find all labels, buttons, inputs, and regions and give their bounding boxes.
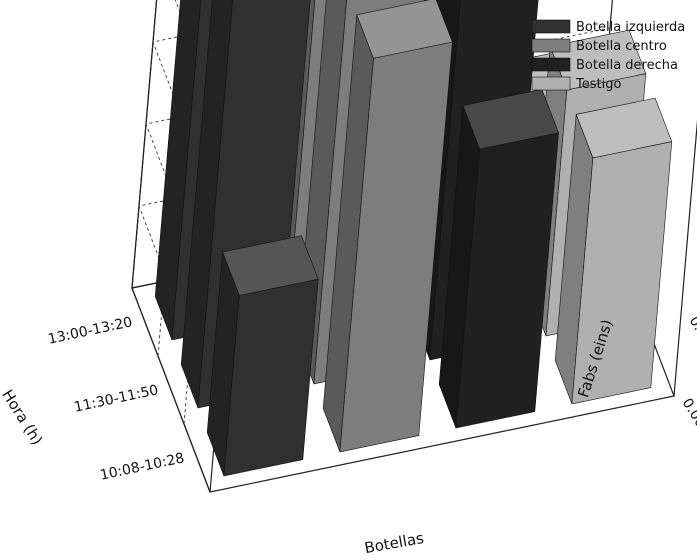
x-axis-label: Botellas <box>363 529 425 557</box>
bar-botella-derecha-0 <box>438 88 560 429</box>
legend-item: Botella izquierda <box>531 19 685 35</box>
z-axis-line <box>673 119 697 397</box>
legend-label: Testigo <box>575 77 621 92</box>
z-tick-label: 0.010 <box>693 232 697 274</box>
bar-testigo-0 <box>554 97 673 405</box>
bar-botella-centro-0 <box>322 0 453 453</box>
legend-swatch <box>531 57 571 72</box>
legend-swatch <box>531 38 571 53</box>
legend: Botella izquierda Botella centro Botella d… <box>531 19 685 92</box>
legend-item: Botella centro <box>531 38 667 54</box>
legend-label: Botella izquierda <box>576 20 685 35</box>
legend-swatch <box>531 76 571 91</box>
legend-label: Botella derecha <box>576 58 678 73</box>
y-tick-label: 13:00-13:20 <box>47 314 134 347</box>
z-tick-label: 0.005 <box>686 314 697 356</box>
y-axis-label: Hora (h) <box>0 386 46 448</box>
legend-item: Testigo <box>531 76 621 92</box>
legend-swatch <box>531 19 571 34</box>
y-tick-label: 10:08-10:28 <box>99 450 186 483</box>
z-tick-label: 0.000 <box>679 396 697 438</box>
bar-botella-izquierda-0 <box>206 235 319 477</box>
legend-item: Botella derecha <box>531 57 678 73</box>
legend-label: Botella centro <box>576 39 667 54</box>
y-tick-label: 11:30-11:50 <box>73 382 160 415</box>
chart-bars <box>154 0 673 477</box>
